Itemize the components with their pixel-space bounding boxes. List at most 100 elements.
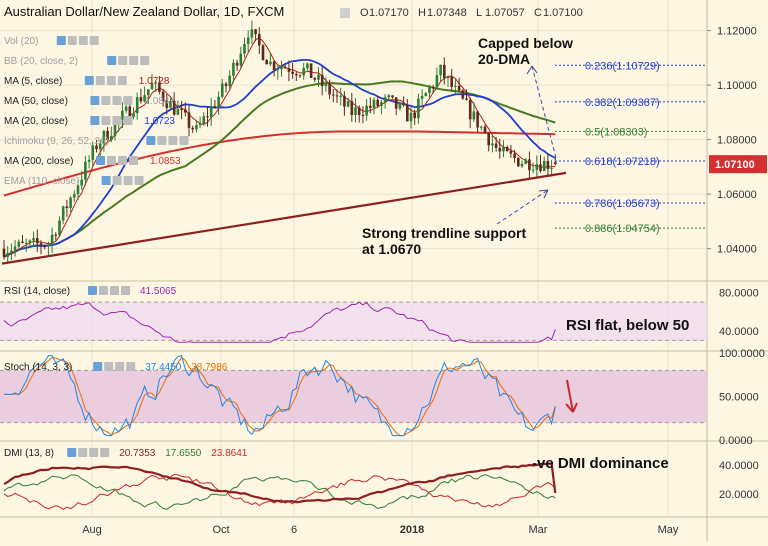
candle-body: [509, 151, 513, 154]
candle-body: [328, 83, 331, 95]
candle-body: [150, 82, 154, 90]
candle-body: [28, 240, 32, 243]
candle-body: [106, 130, 109, 141]
candle-body: [324, 83, 328, 87]
candle-body: [69, 197, 72, 209]
ohlc-label: H: [418, 7, 426, 19]
candles-layer: [2, 20, 557, 262]
time-axis-label: Aug: [82, 524, 102, 536]
annotation-capped-line1: Capped below: [478, 35, 573, 51]
fib-level-label: 0.382(1.09387): [585, 97, 660, 109]
stoch-d-line: [3, 356, 556, 437]
candle-body: [376, 99, 379, 106]
candle-body: [417, 98, 420, 119]
plus-icon: [89, 36, 99, 45]
candle-body: [47, 244, 50, 247]
eye-icon: [90, 96, 100, 105]
candle-body: [369, 105, 372, 108]
candle-body: [6, 252, 9, 257]
ohlc-label: C: [534, 7, 542, 19]
gear-icon: [112, 176, 122, 185]
pane-legend-value: 38.7986: [191, 362, 228, 373]
annotation-arrowhead-stoch: [565, 402, 578, 413]
time-axis-label: Oct: [212, 524, 229, 536]
candle-body: [520, 163, 524, 167]
candle-body: [176, 109, 180, 115]
candle-body: [468, 99, 472, 120]
candle-body: [320, 74, 324, 87]
candle-body: [113, 122, 117, 137]
candle-body: [524, 159, 527, 164]
candle-body: [505, 147, 509, 152]
plus-icon: [179, 136, 189, 145]
close-icon: [118, 156, 127, 165]
pane-tick-label: 100.0000: [719, 348, 765, 360]
pane-legend-label: RSI (14, close): [4, 286, 70, 297]
candle-body: [172, 100, 176, 115]
price-tick-label: 1.10000: [717, 80, 757, 92]
candle-body: [250, 29, 254, 38]
annotation-dmi: -ve DMI dominance: [532, 455, 669, 472]
candle-body: [454, 85, 457, 87]
close-icon: [129, 56, 139, 65]
candle-body: [332, 94, 335, 96]
candle-body: [39, 243, 43, 247]
annotation-arrow-stoch: [566, 379, 574, 413]
settings-icon: [340, 8, 350, 18]
candle-body: [480, 126, 483, 128]
candle-body: [180, 109, 183, 111]
candle-body: [465, 98, 468, 100]
annotation-arrowhead-trendline: [538, 189, 549, 199]
candle-body: [306, 63, 309, 69]
candle-body: [243, 44, 246, 54]
close-icon: [112, 116, 122, 125]
candle-body: [291, 71, 294, 74]
pane-legend-value: 17.6550: [165, 448, 202, 459]
pane-legend-value: 20.7353: [119, 448, 156, 459]
candle-body: [402, 103, 405, 106]
fib-level-label: 0.236(1.10729): [585, 60, 660, 72]
ohlc-label: L: [476, 7, 482, 19]
candle-body: [91, 145, 95, 160]
close-icon: [115, 362, 125, 371]
candle-body: [335, 95, 339, 97]
candle-body: [265, 59, 268, 65]
time-axis-label: May: [658, 524, 679, 536]
candle-body: [95, 145, 98, 150]
candle-body: [298, 75, 302, 77]
candle-body: [365, 105, 368, 116]
dmi-plus-line: [3, 474, 556, 510]
candle-body: [32, 238, 35, 241]
time-axis-label: Mar: [529, 524, 548, 536]
candle-body: [10, 250, 13, 253]
gear-icon: [67, 36, 77, 45]
candle-body: [494, 143, 498, 148]
pane-tick-label: 40.0000: [719, 326, 759, 338]
candle-body: [446, 76, 450, 79]
eye-icon: [88, 286, 97, 295]
rsi-band: [0, 302, 707, 341]
candle-body: [121, 110, 124, 120]
candle-body: [428, 87, 431, 94]
legend-layer: Australian Dollar/New Zealand Dollar, 1D…: [4, 4, 583, 459]
candle-body: [87, 159, 91, 162]
candle-body: [206, 116, 209, 118]
candle-body: [128, 106, 132, 118]
gear-icon: [118, 56, 128, 65]
candle-body: [261, 45, 265, 60]
candle-body: [13, 246, 17, 251]
gear-icon: [104, 362, 114, 371]
candle-body: [391, 95, 394, 98]
indicator-bands: [0, 301, 707, 424]
price-tick-label: 1.08000: [717, 135, 757, 147]
ma5-line: [3, 37, 556, 258]
candle-body: [283, 67, 287, 69]
fib-level-label: 0.886(1.04754): [585, 223, 660, 235]
candle-body: [258, 34, 261, 46]
time-axis-label: 2018: [400, 524, 424, 536]
candle-body: [102, 130, 106, 144]
gear-icon: [107, 156, 116, 165]
candle-body: [339, 95, 342, 97]
